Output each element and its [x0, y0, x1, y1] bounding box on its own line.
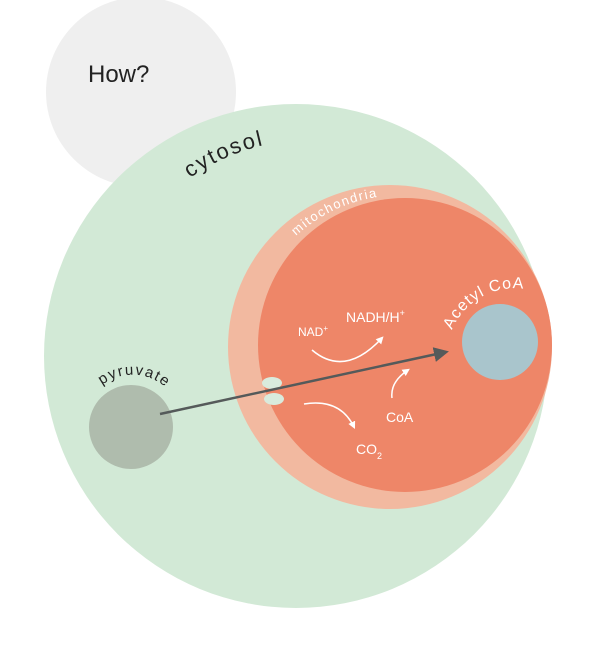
coa-arrow: [391, 368, 410, 399]
membrane-transporter-icon: [262, 377, 284, 405]
nad-label: NAD+: [298, 324, 328, 339]
nadh-label: NADH/H+: [346, 308, 405, 325]
acetyl-coa-molecule: [462, 304, 538, 380]
pyruvate-molecule: [89, 385, 173, 469]
co2-arrow: [303, 402, 356, 430]
arrow-right-icon: [159, 347, 449, 416]
question-text: How?: [88, 61, 149, 88]
nad-to-nadh-arrow: [311, 336, 384, 363]
co2-label: CO2: [356, 441, 382, 461]
coa-label: CoA: [386, 409, 414, 425]
mitochondria-matrix: [258, 198, 552, 492]
